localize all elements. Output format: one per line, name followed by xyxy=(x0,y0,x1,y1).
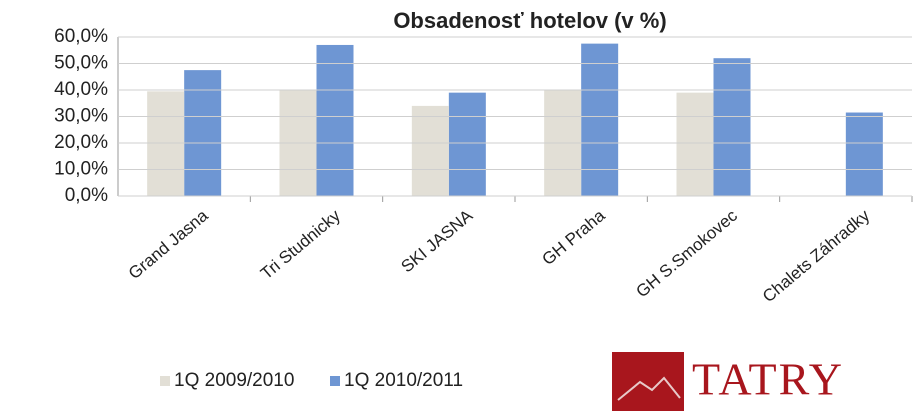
y-tick-label: 50,0% xyxy=(54,53,108,74)
x-tick-label: GH S.Smokovec xyxy=(632,206,741,302)
bar xyxy=(411,105,449,196)
x-tick-label: GH Praha xyxy=(538,206,609,269)
legend-swatch xyxy=(330,376,340,386)
x-tick-label: Chalets Záhradky xyxy=(759,206,874,307)
bar xyxy=(147,91,185,196)
bar xyxy=(676,92,714,196)
bar xyxy=(713,58,751,197)
legend-label: 1Q 2010/2011 xyxy=(344,370,463,391)
y-tick-label: 40,0% xyxy=(54,79,108,100)
y-tick-label: 10,0% xyxy=(54,159,108,180)
x-tick-label: Tri Studnicky xyxy=(257,206,344,284)
logo-mark xyxy=(612,352,684,411)
y-tick-label: 20,0% xyxy=(54,132,108,153)
bar xyxy=(316,44,354,197)
legend-label: 1Q 2009/2010 xyxy=(174,370,294,391)
bar xyxy=(845,112,883,196)
bar xyxy=(448,92,486,196)
bar xyxy=(184,70,222,196)
legend-swatch xyxy=(160,376,170,386)
x-tick-label: SKI JASNA xyxy=(397,206,476,277)
logo-mountains xyxy=(617,376,681,401)
bar xyxy=(581,43,619,196)
y-tick-label: 0,0% xyxy=(65,185,108,206)
y-tick-label: 30,0% xyxy=(54,106,108,127)
logo-text: TATRY xyxy=(692,354,844,405)
x-tick-label: Grand Jasna xyxy=(125,206,212,283)
y-tick-label: 60,0% xyxy=(54,26,108,47)
chart-title: Obsadenosť hotelov (v %) xyxy=(393,8,666,33)
